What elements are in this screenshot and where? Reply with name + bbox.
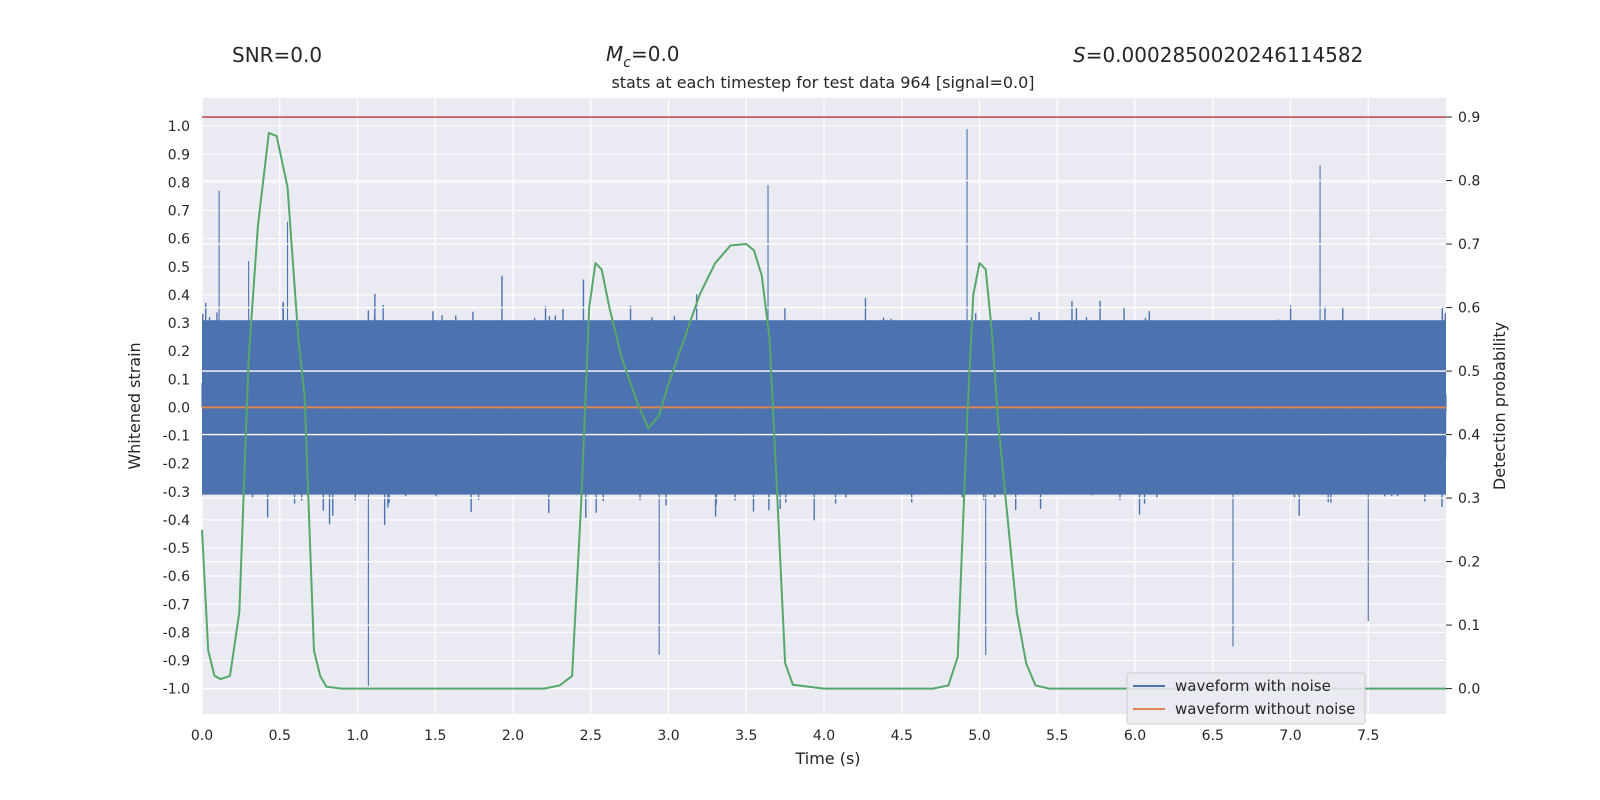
series-layer [201, 116, 1446, 690]
x-tick-5: 2.5 [580, 728, 602, 744]
y-tick-left-15: -0.5 [163, 541, 190, 557]
y-tick-left-8: 0.2 [168, 344, 190, 360]
y-tick-left-19: -0.9 [163, 654, 190, 670]
x-tick-15: 7.5 [1357, 728, 1379, 744]
x-tick-8: 4.0 [813, 728, 835, 744]
x-tick-10: 5.0 [968, 728, 990, 744]
y-tick-right-7: 0.2 [1458, 555, 1480, 571]
y-tick-right-2: 0.7 [1458, 237, 1480, 253]
y-axis-label-left: Whitened strain [125, 342, 144, 469]
x-tick-13: 6.5 [1202, 728, 1224, 744]
y-tick-right-5: 0.4 [1458, 428, 1480, 444]
x-tick-2: 1.0 [346, 728, 368, 744]
y-tick-right-6: 0.3 [1458, 491, 1480, 507]
y-tick-left-18: -0.8 [163, 625, 190, 641]
y-tick-left-17: -0.7 [163, 597, 190, 613]
y-tick-left-2: 0.8 [168, 175, 190, 191]
y-tick-left-1: 0.9 [168, 147, 190, 163]
y-ticks-right: 0.9 0.8 0.7 0.6 0.5 0.4 0.3 0.2 0.1 0.0 [1446, 110, 1480, 698]
x-tick-14: 7.0 [1279, 728, 1301, 744]
x-tick-4: 2.0 [502, 728, 524, 744]
y-tick-right-1: 0.8 [1458, 174, 1480, 190]
x-tick-12: 6.0 [1124, 728, 1146, 744]
x-ticks: 0.0 0.5 1.0 1.5 2.0 2.5 3.0 3.5 4.0 4.5 5.0 5.5 6.0 6… [191, 728, 1380, 744]
x-tick-0: 0.0 [191, 728, 213, 744]
y-tick-left-0: 1.0 [168, 119, 190, 135]
y-tick-left-11: -0.1 [163, 429, 190, 445]
x-tick-7: 3.5 [735, 728, 757, 744]
chirp-mass-label: Mc=0.0 [606, 42, 680, 71]
y-tick-right-0: 0.9 [1458, 110, 1480, 126]
y-tick-left-20: -1.0 [163, 682, 190, 698]
s-value: =0.0002850020246114582 [1086, 43, 1364, 67]
chart-title: stats at each timestep for test data 964… [611, 73, 1034, 92]
y-tick-left-14: -0.4 [163, 513, 190, 529]
chirp-mass-value: =0.0 [631, 42, 680, 66]
y-tick-right-8: 0.1 [1458, 618, 1480, 634]
legend-label-clean: waveform without noise [1175, 700, 1355, 718]
chirp-mass-symbol: M [606, 42, 623, 66]
legend: waveform with noise waveform without noi… [1126, 672, 1366, 725]
y-tick-right-3: 0.6 [1458, 301, 1480, 317]
y-axis-label-right: Detection probability [1490, 322, 1509, 490]
legend-box [1126, 672, 1366, 725]
y-tick-left-6: 0.4 [168, 288, 190, 304]
y-tick-left-16: -0.6 [163, 569, 190, 585]
legend-label-noise: waveform with noise [1175, 677, 1331, 695]
y-tick-right-9: 0.0 [1458, 682, 1480, 698]
x-tick-1: 0.5 [269, 728, 291, 744]
chirp-mass-subscript: c [623, 55, 631, 71]
y-tick-left-10: 0.0 [168, 400, 190, 416]
y-tick-right-4: 0.5 [1458, 364, 1480, 380]
y-tick-left-9: 0.1 [168, 372, 190, 388]
y-tick-left-7: 0.3 [168, 316, 190, 332]
snr-label: SNR=0.0 [232, 43, 322, 67]
x-tick-6: 3.0 [657, 728, 679, 744]
y-tick-left-13: -0.3 [163, 485, 190, 501]
x-tick-3: 1.5 [424, 728, 446, 744]
x-tick-11: 5.5 [1046, 728, 1068, 744]
s-value-label: S=0.0002850020246114582 [1073, 43, 1363, 67]
x-axis-label: Time (s) [794, 749, 860, 768]
y-ticks-left: 1.0 0.9 0.8 0.7 0.6 0.5 0.4 0.3 0.2 0.1 0.0 -0.1 -0.… [163, 119, 190, 698]
detection-probability-line [201, 131, 1446, 690]
y-tick-left-5: 0.5 [168, 260, 190, 276]
x-tick-9: 4.5 [891, 728, 913, 744]
y-tick-left-3: 0.7 [168, 204, 190, 220]
s-symbol: S [1073, 43, 1086, 67]
y-tick-left-12: -0.2 [163, 457, 190, 473]
y-tick-left-4: 0.6 [168, 232, 190, 248]
